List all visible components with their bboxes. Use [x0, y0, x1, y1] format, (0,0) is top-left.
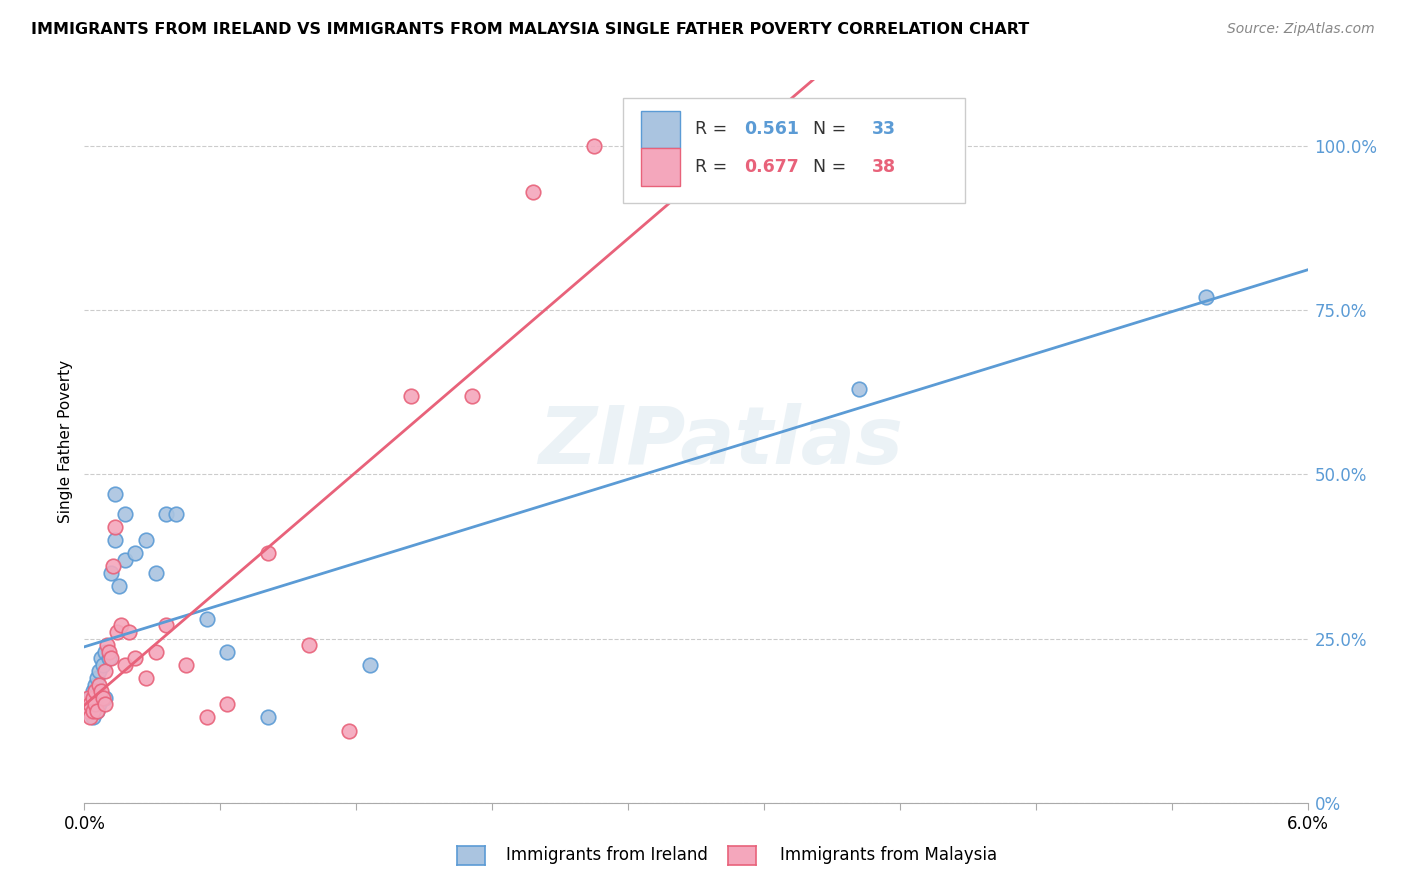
- Point: [79, 690, 101, 705]
- Point: [79, 698, 101, 712]
- Point: [257, 546, 280, 560]
- Point: [100, 566, 122, 580]
- FancyBboxPatch shape: [641, 148, 681, 186]
- Text: Source: ZipAtlas.com: Source: ZipAtlas.com: [1227, 22, 1375, 37]
- Point: [83, 677, 105, 691]
- Point: [82, 690, 104, 705]
- Point: [77, 704, 100, 718]
- Point: [105, 625, 128, 640]
- Text: N =: N =: [803, 120, 852, 138]
- FancyBboxPatch shape: [623, 98, 965, 203]
- Text: 0.561: 0.561: [744, 120, 799, 138]
- Point: [155, 507, 177, 521]
- Point: [583, 139, 606, 153]
- Point: [91, 657, 114, 672]
- Point: [100, 651, 122, 665]
- Point: [104, 487, 127, 501]
- Point: [87, 698, 110, 712]
- Point: [104, 520, 127, 534]
- Point: [114, 657, 136, 672]
- Point: [87, 665, 110, 679]
- Point: [145, 645, 167, 659]
- Point: [79, 698, 101, 712]
- Text: 38: 38: [872, 158, 896, 176]
- FancyBboxPatch shape: [641, 111, 681, 148]
- Point: [217, 645, 239, 659]
- Text: R =: R =: [695, 120, 733, 138]
- Text: 33: 33: [872, 120, 896, 138]
- Point: [82, 710, 104, 724]
- Point: [399, 388, 422, 402]
- Point: [75, 698, 97, 712]
- Text: ZIPatlas: ZIPatlas: [538, 402, 903, 481]
- Point: [155, 618, 177, 632]
- Point: [145, 566, 167, 580]
- Point: [118, 625, 141, 640]
- Point: [97, 651, 120, 665]
- Point: [101, 559, 124, 574]
- Point: [359, 657, 381, 672]
- Point: [93, 665, 117, 679]
- Point: [87, 677, 110, 691]
- Point: [135, 671, 157, 685]
- Point: [848, 382, 870, 396]
- Point: [339, 723, 361, 738]
- Point: [77, 704, 100, 718]
- Point: [86, 704, 108, 718]
- Point: [93, 698, 117, 712]
- Point: [83, 690, 105, 705]
- Point: [114, 507, 136, 521]
- Point: [135, 533, 157, 547]
- Point: [108, 579, 131, 593]
- Point: [90, 651, 112, 665]
- Point: [461, 388, 484, 402]
- Point: [522, 185, 544, 199]
- Point: [124, 651, 146, 665]
- Point: [96, 638, 118, 652]
- Point: [83, 684, 105, 698]
- Point: [124, 546, 146, 560]
- Text: R =: R =: [695, 158, 733, 176]
- Point: [82, 684, 104, 698]
- Text: IMMIGRANTS FROM IRELAND VS IMMIGRANTS FROM MALAYSIA SINGLE FATHER POVERTY CORREL: IMMIGRANTS FROM IRELAND VS IMMIGRANTS FR…: [31, 22, 1029, 37]
- Point: [83, 698, 105, 712]
- Point: [114, 553, 136, 567]
- Point: [217, 698, 239, 712]
- Text: Immigrants from Ireland: Immigrants from Ireland: [506, 846, 709, 863]
- Point: [79, 710, 101, 724]
- Point: [86, 704, 108, 718]
- Text: 0.677: 0.677: [744, 158, 799, 176]
- Point: [90, 684, 112, 698]
- Text: N =: N =: [803, 158, 852, 176]
- Text: Immigrants from Malaysia: Immigrants from Malaysia: [780, 846, 997, 863]
- Point: [97, 645, 120, 659]
- Point: [82, 704, 104, 718]
- Point: [110, 618, 132, 632]
- Point: [77, 690, 100, 705]
- Point: [195, 612, 218, 626]
- Point: [93, 645, 117, 659]
- Y-axis label: Single Father Poverty: Single Father Poverty: [58, 360, 73, 523]
- Point: [195, 710, 218, 724]
- Point: [86, 671, 108, 685]
- Point: [257, 710, 280, 724]
- Point: [298, 638, 321, 652]
- Point: [104, 533, 127, 547]
- Point: [176, 657, 198, 672]
- Point: [165, 507, 187, 521]
- Point: [91, 690, 114, 705]
- Point: [93, 690, 117, 705]
- Point: [1195, 290, 1218, 304]
